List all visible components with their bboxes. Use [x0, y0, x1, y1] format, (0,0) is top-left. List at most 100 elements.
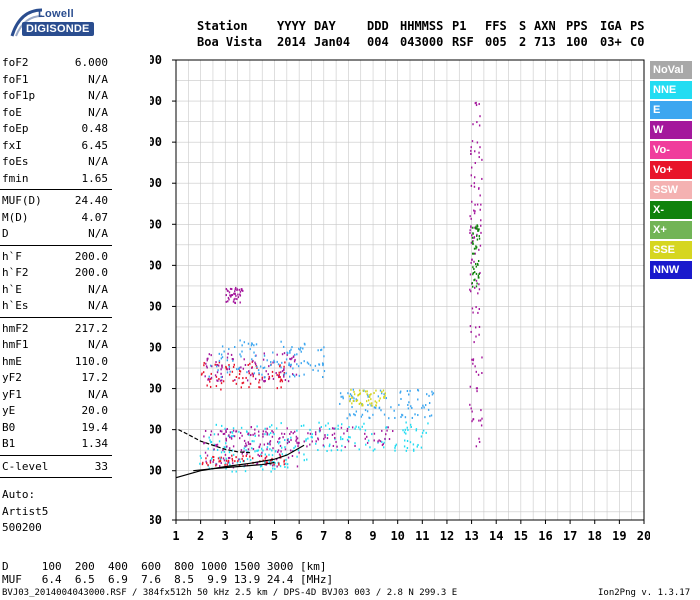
- echo-point: [354, 414, 356, 417]
- echo-point: [373, 406, 376, 409]
- echo-point: [271, 454, 274, 457]
- echo-point: [318, 421, 320, 424]
- echo-point: [234, 302, 237, 305]
- echo-point: [289, 365, 292, 368]
- echo-point: [271, 375, 274, 378]
- echo-point: [470, 330, 472, 333]
- echo-point: [409, 423, 412, 426]
- echo-point: [473, 260, 475, 263]
- echo-point: [231, 449, 234, 452]
- echo-point: [200, 457, 202, 460]
- echo-point: [272, 351, 274, 354]
- echo-point: [322, 444, 325, 447]
- echo-point: [374, 448, 376, 451]
- echo-point: [266, 446, 269, 449]
- param-name: fxI: [2, 138, 22, 152]
- echo-point: [239, 458, 241, 461]
- echo-point: [319, 429, 321, 432]
- echo-point: [204, 429, 207, 432]
- echo-point: [291, 373, 294, 376]
- echo-point: [375, 401, 378, 404]
- echo-point: [471, 258, 473, 261]
- echo-point: [298, 451, 300, 454]
- echo-point: [420, 446, 423, 449]
- echo-point: [356, 399, 359, 402]
- echo-point: [303, 453, 305, 456]
- echo-point: [289, 432, 291, 435]
- param-value: N/A: [88, 72, 108, 86]
- echo-point: [339, 436, 342, 439]
- echo-point: [219, 465, 221, 468]
- echo-point: [469, 215, 471, 218]
- echo-point: [359, 392, 362, 395]
- echo-point: [240, 366, 242, 369]
- echo-point: [473, 252, 475, 255]
- echo-point: [359, 401, 362, 404]
- echo-point: [349, 393, 352, 396]
- echo-point: [472, 266, 474, 269]
- echo-point: [220, 456, 222, 459]
- echo-point: [479, 244, 482, 247]
- echo-point: [246, 458, 249, 461]
- logo-line2: DIGISONDE: [22, 22, 94, 36]
- echo-point: [340, 423, 343, 426]
- echo-point: [326, 450, 328, 453]
- echo-point: [295, 373, 298, 376]
- echo-point: [478, 124, 481, 127]
- echo-point: [480, 203, 482, 206]
- echo-point: [225, 430, 227, 433]
- echo-point: [287, 456, 290, 459]
- chart-profile-lines: [175, 429, 305, 479]
- param-separator: [0, 244, 112, 246]
- echo-point: [235, 470, 237, 473]
- echo-point: [431, 393, 434, 396]
- echo-point: [269, 440, 272, 443]
- echo-point: [248, 433, 250, 436]
- echo-point: [250, 426, 253, 429]
- echo-point: [212, 458, 215, 461]
- echo-point: [307, 432, 309, 435]
- echo-point: [328, 445, 331, 448]
- echo-point: [394, 445, 397, 448]
- echo-point: [317, 369, 319, 372]
- header-label-3: DDD: [367, 19, 389, 33]
- echo-point: [408, 401, 410, 404]
- echo-point: [342, 395, 344, 398]
- param-value: N/A: [88, 299, 108, 312]
- echo-point: [205, 365, 208, 368]
- echo-point: [241, 344, 243, 347]
- echo-point: [377, 440, 379, 443]
- echo-point: [243, 450, 245, 453]
- echo-point: [266, 427, 268, 430]
- echo-point: [241, 452, 243, 455]
- echo-point: [262, 358, 265, 361]
- echo-point: [227, 300, 229, 303]
- echo-point: [269, 364, 272, 367]
- echo-point: [210, 430, 213, 433]
- echo-point: [384, 392, 386, 395]
- echo-point: [231, 454, 233, 457]
- echo-point: [314, 364, 317, 367]
- param-name: foEs: [2, 155, 29, 168]
- header-label-5: P1: [452, 19, 467, 33]
- echo-point: [252, 447, 255, 450]
- echo-point: [293, 360, 296, 363]
- echo-point: [303, 342, 306, 345]
- echo-point: [225, 300, 227, 303]
- echo-point: [476, 387, 479, 390]
- echo-point: [340, 438, 342, 441]
- echo-point: [293, 375, 296, 378]
- param-row-fof1: foF1 N/A: [2, 73, 108, 87]
- param-value: 33: [94, 459, 108, 473]
- echo-point: [209, 439, 211, 442]
- echo-point: [215, 464, 217, 467]
- echo-point: [299, 348, 301, 351]
- legend-item-w: W: [650, 121, 692, 139]
- echo-point: [430, 414, 433, 417]
- echo-point: [264, 457, 266, 460]
- echo-point: [231, 470, 233, 473]
- echo-point: [472, 271, 475, 274]
- echo-point: [298, 441, 300, 444]
- echo-point: [399, 390, 402, 393]
- param-row-h-f2: h`F2 200.0: [2, 266, 108, 280]
